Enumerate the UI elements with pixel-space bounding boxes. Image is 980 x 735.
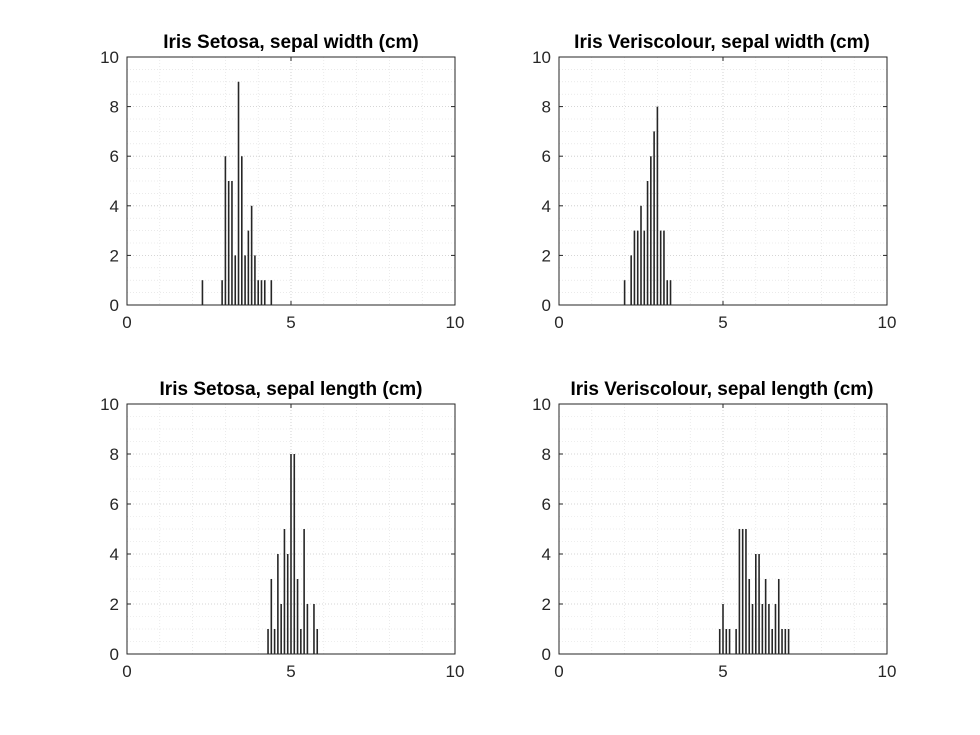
y-tick-label: 10 [100,395,119,414]
y-tick-label: 6 [542,147,551,166]
x-tick-label: 0 [554,313,563,332]
y-tick-label: 0 [542,645,551,664]
y-tick-label: 4 [110,545,119,564]
y-tick-label: 4 [110,197,119,216]
subplot-title: Iris Veriscolour, sepal width (cm) [574,32,870,53]
subplot-setosa-sepal-width: 0 5 10 0 2 4 6 8 10 Iris Setosa, sepal width (cm) [100,32,464,332]
y-tick-label: 8 [542,445,551,464]
y-tick-label: 8 [110,445,119,464]
y-tick-label: 2 [542,595,551,614]
x-tick-label: 5 [286,313,295,332]
x-tick-label: 10 [446,313,465,332]
bars [623,106,672,305]
y-tick-label: 10 [532,395,551,414]
y-tick-label: 10 [100,48,119,67]
x-tick-label: 0 [122,313,131,332]
y-tick-label: 2 [542,246,551,265]
x-tick-label: 10 [446,662,465,681]
grid [126,403,456,655]
x-tick-label: 0 [554,662,563,681]
y-tick-label: 6 [110,495,119,514]
x-tick-label: 5 [286,662,295,681]
x-tick-label: 10 [878,313,897,332]
y-tick-label: 8 [542,98,551,117]
x-tick-label: 5 [718,313,727,332]
y-tick-label: 6 [542,495,551,514]
y-tick-label: 0 [542,296,551,315]
y-tick-label: 2 [110,595,119,614]
subplot-versicolour-sepal-width: 0 5 10 0 2 4 6 8 10 Iris Veriscolour, sepal width… [532,32,896,332]
subplot-title: Iris Veriscolour, sepal length (cm) [570,379,873,400]
y-tick-label: 0 [110,296,119,315]
y-tick-label: 6 [110,147,119,166]
subplot-title: Iris Setosa, sepal length (cm) [160,379,423,400]
x-tick-label: 5 [718,662,727,681]
x-tick-label: 10 [878,662,897,681]
subplot-versicolour-sepal-length: 0 5 10 0 2 4 6 8 10 Iris Veriscolour, sepal lengt… [532,379,896,681]
y-tick-label: 0 [110,645,119,664]
bars [267,454,319,654]
x-tick-label: 0 [122,662,131,681]
subplot-setosa-sepal-length: 0 5 10 0 2 4 6 8 10 Iris Setosa, sepal length (cm… [100,379,464,681]
y-tick-label: 8 [110,98,119,117]
y-tick-label: 2 [110,246,119,265]
bars [201,81,273,305]
bars [718,529,790,654]
y-tick-label: 10 [532,48,551,67]
subplot-title: Iris Setosa, sepal width (cm) [163,32,419,53]
y-tick-label: 4 [542,545,551,564]
y-tick-label: 4 [542,197,551,216]
